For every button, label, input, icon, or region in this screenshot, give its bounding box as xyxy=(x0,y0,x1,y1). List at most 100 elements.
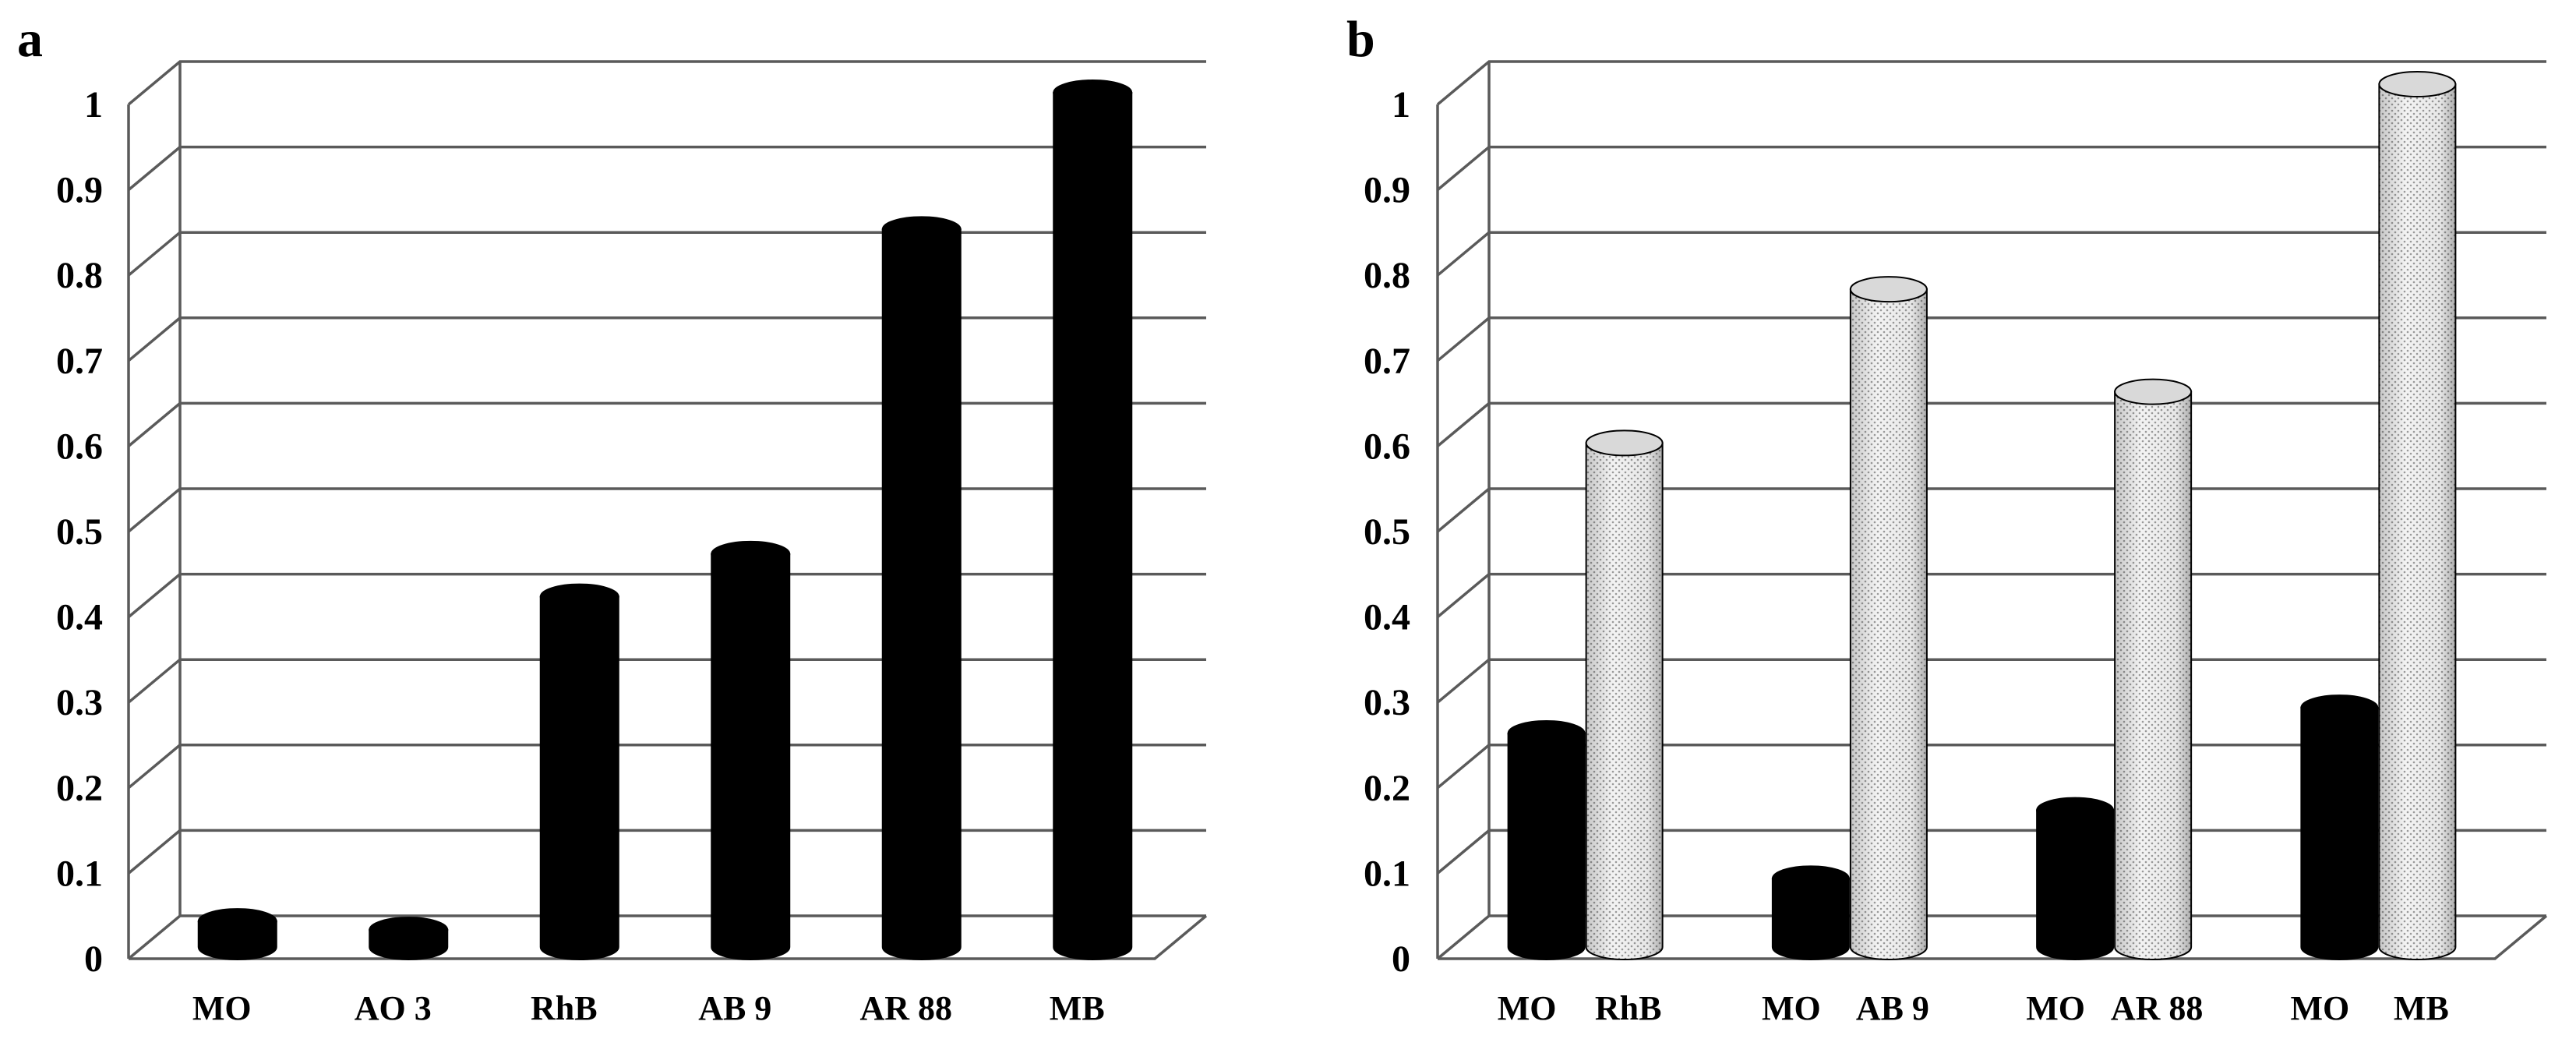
y-tick-label: 0 xyxy=(84,938,103,980)
y-axis-ticks-b: 0 0.1 0.2 0.3 0.4 0.5 0.6 0.7 0.8 0.9 1 xyxy=(1364,84,1410,980)
bar-top xyxy=(2036,797,2115,824)
bar-top xyxy=(1507,720,1586,747)
y-tick-label: 0.8 xyxy=(1364,255,1410,296)
bar-top xyxy=(2300,694,2379,722)
bar-shade xyxy=(2115,391,2192,960)
panel-label-a: a xyxy=(17,11,43,68)
bar-rhb xyxy=(539,583,619,960)
y-tick-label: 0.4 xyxy=(1364,597,1410,638)
bar-body xyxy=(881,228,962,960)
bar-rhb-1 xyxy=(1585,429,1664,960)
gridline xyxy=(127,487,1206,533)
y-tick-label: 0.4 xyxy=(56,597,103,638)
x-axis-labels-a: MO AO 3 RhB AB 9 AR 88 MB xyxy=(192,989,1105,1027)
bar-mo-1 xyxy=(1507,720,1586,960)
x-tick-label: RhB xyxy=(531,989,598,1027)
y-tick-label: 0.7 xyxy=(56,341,103,382)
y-tick-label: 0 xyxy=(1392,938,1410,980)
y-tick-label: 1 xyxy=(84,84,103,125)
bar-top xyxy=(2378,71,2457,98)
gridline xyxy=(127,231,1206,277)
panel-label-b: b xyxy=(1346,11,1375,68)
x-tick-label: AR 88 xyxy=(859,989,952,1027)
bar-top xyxy=(2114,378,2193,405)
gridline xyxy=(127,744,1206,790)
y-tick-label: 0.7 xyxy=(1364,341,1410,382)
x-tick-label: MO xyxy=(1762,989,1821,1027)
bar-mo-3 xyxy=(2036,797,2115,960)
bar-body xyxy=(711,553,791,960)
chart-panel-b: b 0 0.1 0.2 0.3 0.4 0.5 0.6 0.7 0.8 0.9 1 MO RhB MO A… xyxy=(1346,11,2548,1027)
bar-ar-88 xyxy=(881,216,962,960)
bar-mo-2 xyxy=(1771,865,1850,960)
y-tick-label: 0.6 xyxy=(56,426,103,467)
bar-mo xyxy=(197,908,277,960)
bar-top xyxy=(1585,429,1664,457)
x-tick-label: MO xyxy=(192,989,252,1027)
bars-b xyxy=(1507,71,2457,960)
y-axis-ticks-a: 0 0.1 0.2 0.3 0.4 0.5 0.6 0.7 0.8 0.9 1 xyxy=(56,84,103,980)
x-tick-label: AR 88 xyxy=(2111,989,2204,1027)
bar-ao-3 xyxy=(369,917,449,960)
chart-panel-a: a 0 0.1 0.2 0.3 0.4 0.5 0.6 0.7 0.8 0.9 1 MO AO 3 Rh… xyxy=(17,11,1208,1027)
bar-top xyxy=(711,540,791,567)
bar-ar-88-3 xyxy=(2114,378,2193,960)
gridline xyxy=(127,60,1206,106)
bar-top xyxy=(1771,865,1850,892)
gridline xyxy=(127,572,1206,618)
bar-top xyxy=(197,908,277,935)
x-tick-label: MO xyxy=(1498,989,1557,1027)
bar-shade xyxy=(1850,289,1927,960)
bar-shade xyxy=(1586,443,1663,959)
y-tick-label: 0.9 xyxy=(1364,170,1410,211)
y-tick-label: 0.9 xyxy=(56,170,103,211)
x-tick-label: RhB xyxy=(1595,989,1662,1027)
bar-top xyxy=(539,583,619,610)
bar-top xyxy=(1849,276,1928,303)
y-tick-label: 0.2 xyxy=(1364,768,1410,809)
gridline xyxy=(127,658,1206,704)
x-tick-label: MO xyxy=(2290,989,2349,1027)
gridline xyxy=(127,914,1206,960)
y-tick-label: 0.8 xyxy=(56,255,103,296)
gridlines-b xyxy=(1436,60,2548,960)
bar-ab-9-2 xyxy=(1849,276,1928,960)
x-tick-label: MO xyxy=(2026,989,2085,1027)
gridlines-a xyxy=(127,60,1208,960)
y-tick-label: 0.6 xyxy=(1364,426,1410,467)
bar-top xyxy=(369,917,449,944)
x-tick-label: AO 3 xyxy=(355,989,432,1027)
y-tick-label: 0.1 xyxy=(56,853,103,894)
x-axis-labels-b: MO RhB MO AB 9 MO AR 88 MO MB xyxy=(1498,989,2449,1027)
y-tick-label: 0.3 xyxy=(56,682,103,723)
y-tick-label: 0.1 xyxy=(1364,853,1410,894)
x-tick-label: MB xyxy=(2394,989,2449,1027)
bar-body xyxy=(1771,878,1850,960)
y-tick-label: 0.5 xyxy=(1364,511,1410,553)
y-tick-label: 0.2 xyxy=(56,768,103,809)
y-tick-label: 0.3 xyxy=(1364,682,1410,723)
gridline xyxy=(127,316,1206,362)
bar-body xyxy=(1507,733,1586,960)
gridline xyxy=(127,829,1206,875)
x-tick-label: AB 9 xyxy=(698,989,771,1027)
gridline xyxy=(127,145,1206,191)
bar-mb xyxy=(1053,80,1133,960)
gridline xyxy=(127,401,1206,447)
y-tick-label: 1 xyxy=(1392,84,1410,125)
bar-top xyxy=(1053,80,1133,106)
bar-body xyxy=(2036,809,2115,960)
bar-shade xyxy=(2379,84,2456,959)
bar-top xyxy=(881,216,962,243)
x-tick-label: MB xyxy=(1050,989,1105,1027)
bar-ab-9 xyxy=(711,540,791,960)
bar-mo-4 xyxy=(2300,694,2379,960)
floor-edge xyxy=(129,914,1208,960)
y-tick-label: 0.5 xyxy=(56,511,103,553)
bar-body xyxy=(2300,707,2379,960)
bar-body xyxy=(539,595,619,960)
floor-edge xyxy=(1438,914,2548,960)
x-tick-label: AB 9 xyxy=(1856,989,1929,1027)
bar-body xyxy=(1053,92,1133,960)
